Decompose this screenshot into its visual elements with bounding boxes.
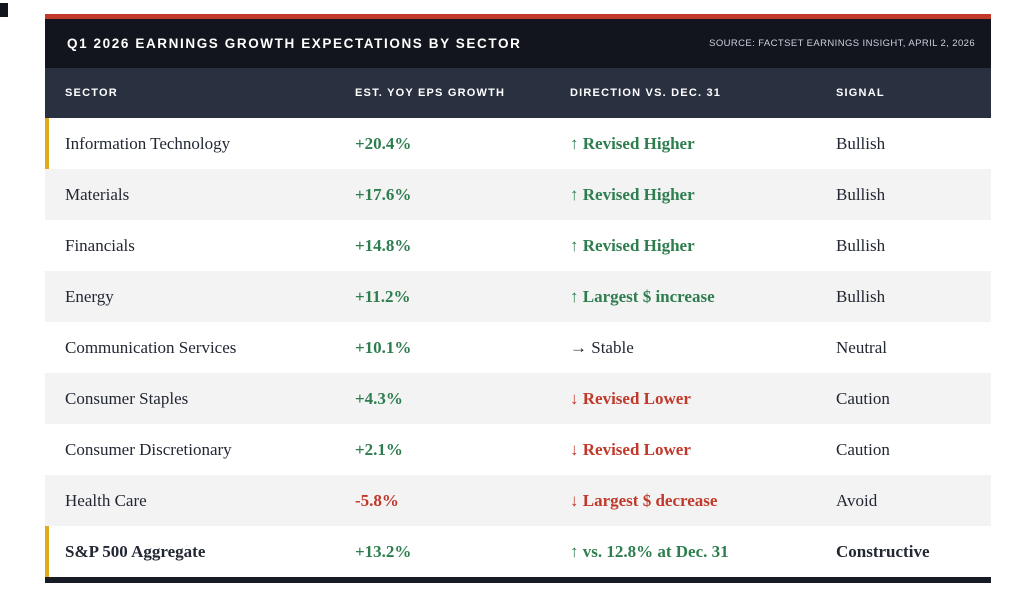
direction-cell: ↑ Largest $ increase	[570, 286, 715, 306]
earnings-table-card: Q1 2026 EARNINGS GROWTH EXPECTATIONS BY …	[45, 14, 991, 583]
signal-cell: Bullish	[836, 184, 886, 204]
direction-cell: ↑ vs. 12.8% at Dec. 31	[570, 541, 729, 561]
eps-growth-cell: +2.1%	[355, 439, 403, 459]
direction-cell: ↓ Revised Lower	[570, 439, 691, 459]
eps-growth-cell: +20.4%	[355, 133, 412, 153]
column-header-signal: SIGNAL	[836, 87, 885, 99]
sector-cell: Health Care	[65, 490, 147, 510]
signal-cell: Caution	[836, 388, 890, 408]
table-row: Financials +14.8% ↑ Revised Higher Bullish	[45, 220, 991, 271]
signal-cell: Caution	[836, 439, 890, 459]
top-accent-bar	[45, 14, 991, 19]
column-header-row: SECTOR EST. YOY EPS GROWTH DIRECTION VS.…	[45, 68, 991, 118]
bottom-accent-bar	[45, 577, 991, 583]
sector-cell: Information Technology	[65, 133, 231, 153]
table-row: Energy +11.2% ↑ Largest $ increase Bullish	[45, 271, 991, 322]
signal-cell: Bullish	[836, 286, 886, 306]
table-row: Information Technology +20.4% ↑ Revised Hi…	[45, 118, 991, 169]
column-header-eps-growth: EST. YOY EPS GROWTH	[355, 87, 506, 99]
table-body: Information Technology +20.4% ↑ Revised Hi…	[45, 118, 991, 577]
column-header-sector: SECTOR	[65, 87, 118, 99]
signal-cell: Avoid	[836, 490, 878, 510]
direction-cell: ↑ Revised Higher	[570, 133, 695, 153]
table-title: Q1 2026 EARNINGS GROWTH EXPECTATIONS BY …	[67, 36, 522, 51]
direction-cell: ↓ Largest $ decrease	[570, 490, 718, 510]
eps-growth-cell: +10.1%	[355, 337, 412, 357]
direction-cell: ↑ Revised Higher	[570, 235, 695, 255]
direction-cell: ↓ Revised Lower	[570, 388, 691, 408]
table-title-bar: Q1 2026 EARNINGS GROWTH EXPECTATIONS BY …	[45, 19, 991, 68]
sector-cell: Materials	[65, 184, 130, 204]
table-row: Consumer Discretionary +2.1% ↓ Revised Low…	[45, 424, 991, 475]
eps-growth-cell: +4.3%	[355, 388, 403, 408]
sector-cell: Consumer Discretionary	[65, 439, 232, 459]
signal-cell: Bullish	[836, 133, 886, 153]
table-row: Materials +17.6% ↑ Revised Higher Bullish	[45, 169, 991, 220]
eps-growth-cell: +17.6%	[355, 184, 412, 204]
table-row: S&P 500 Aggregate +13.2% ↑ vs. 12.8% at De…	[45, 526, 991, 577]
table-row: Health Care -5.8% ↓ Largest $ decrease Avoi…	[45, 475, 991, 526]
sector-cell: S&P 500 Aggregate	[65, 541, 206, 561]
source-note: SOURCE: FACTSET EARNINGS INSIGHT, APRIL …	[709, 38, 975, 49]
direction-cell: → Stable	[570, 337, 634, 357]
sector-cell: Energy	[65, 286, 114, 306]
eps-growth-cell: +11.2%	[355, 286, 411, 306]
column-header-direction: DIRECTION VS. DEC. 31	[570, 87, 722, 99]
signal-cell: Neutral	[836, 337, 887, 357]
signal-cell: Bullish	[836, 235, 886, 255]
eps-growth-cell: -5.8%	[355, 490, 399, 510]
page-corner-mark	[0, 3, 8, 17]
sector-cell: Financials	[65, 235, 135, 255]
signal-cell: Constructive	[836, 541, 930, 561]
table-row: Communication Services +10.1% → Stable Neut…	[45, 322, 991, 373]
sector-cell: Communication Services	[65, 337, 237, 357]
sector-cell: Consumer Staples	[65, 388, 189, 408]
direction-cell: ↑ Revised Higher	[570, 184, 695, 204]
eps-growth-cell: +13.2%	[355, 541, 412, 561]
eps-growth-cell: +14.8%	[355, 235, 412, 255]
table-row: Consumer Staples +4.3% ↓ Revised Lower Caut…	[45, 373, 991, 424]
